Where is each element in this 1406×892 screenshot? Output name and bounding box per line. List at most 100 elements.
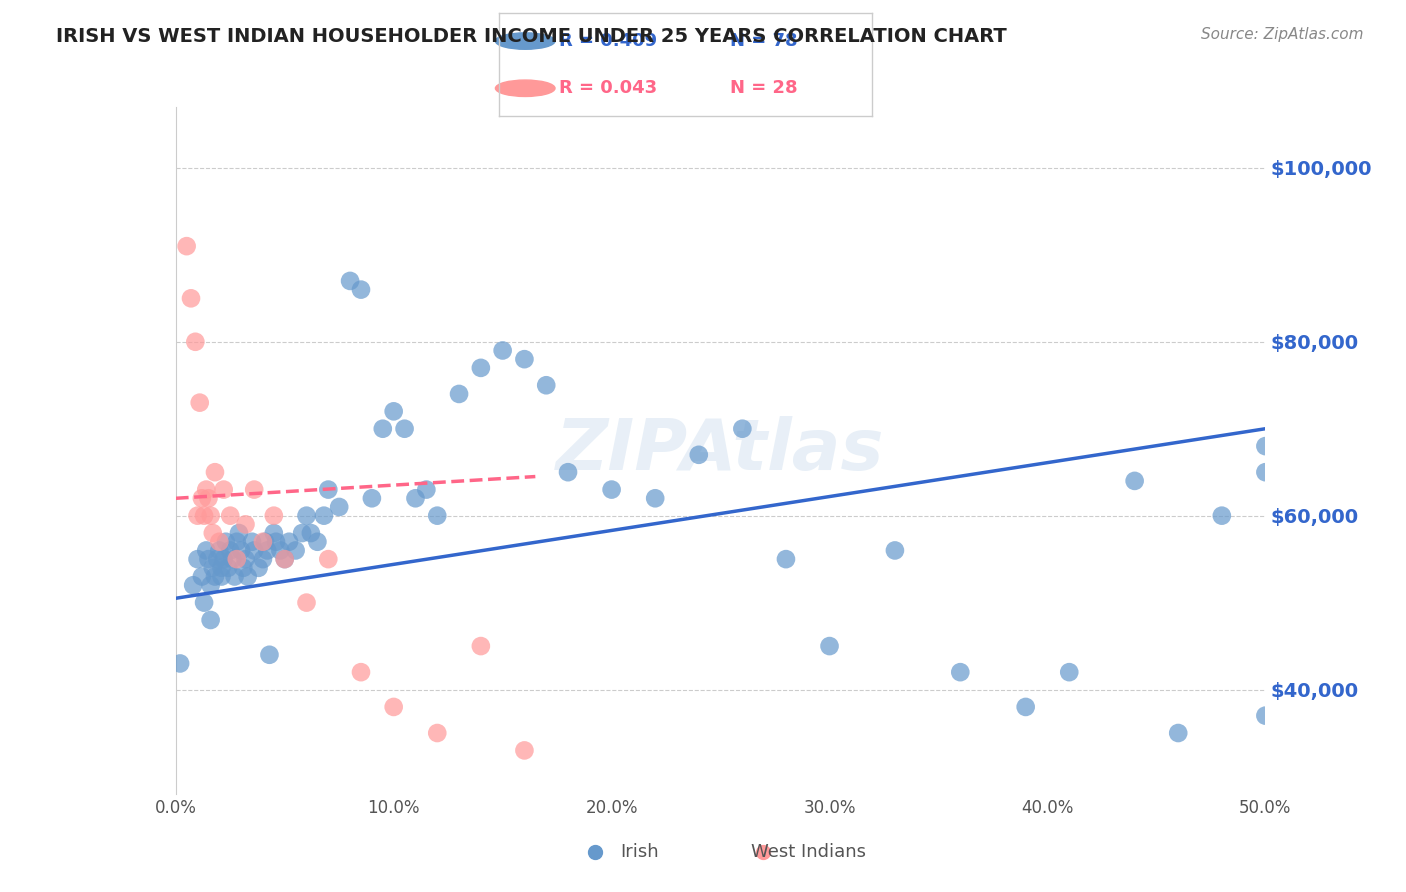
Point [583, 845, 606, 859]
Point [221, 552, 243, 566]
Point [195, 483, 218, 497]
Point [176, 239, 198, 253]
Point [235, 517, 257, 532]
Point [470, 639, 492, 653]
Point [217, 561, 239, 575]
Point [169, 657, 191, 671]
Point [731, 422, 754, 436]
Point [688, 448, 710, 462]
Point [201, 526, 224, 541]
Point [231, 543, 253, 558]
Point [405, 491, 427, 506]
Point [307, 534, 329, 549]
Point [191, 491, 214, 506]
Point [180, 291, 202, 305]
Point [557, 465, 579, 479]
Point [193, 596, 215, 610]
Text: N = 78: N = 78 [730, 32, 797, 50]
Point [204, 465, 226, 479]
Point [197, 552, 219, 566]
Point [200, 508, 222, 523]
Point [197, 491, 219, 506]
Point [339, 274, 361, 288]
Point [318, 552, 340, 566]
Point [225, 552, 247, 566]
Point [200, 578, 222, 592]
Point [200, 613, 222, 627]
Point [426, 726, 449, 740]
Point [752, 845, 775, 859]
Point [274, 552, 297, 566]
Point [259, 648, 281, 662]
Point [254, 534, 277, 549]
Point [360, 491, 382, 506]
Text: IRISH VS WEST INDIAN HOUSEHOLDER INCOME UNDER 25 YEARS CORRELATION CHART: IRISH VS WEST INDIAN HOUSEHOLDER INCOME … [56, 27, 1007, 45]
Point [263, 526, 285, 541]
Point [212, 552, 235, 566]
Point [312, 508, 335, 523]
Point [243, 483, 266, 497]
Point [600, 483, 623, 497]
Text: N = 28: N = 28 [730, 79, 797, 97]
Point [235, 552, 257, 566]
Point [284, 543, 307, 558]
Point [191, 569, 214, 583]
Text: Irish: Irish [620, 843, 659, 861]
Point [219, 543, 242, 558]
Point [219, 508, 242, 523]
Circle shape [495, 80, 555, 96]
Text: Source: ZipAtlas.com: Source: ZipAtlas.com [1201, 27, 1364, 42]
Point [278, 534, 301, 549]
Point [264, 534, 287, 549]
Point [1254, 439, 1277, 453]
Circle shape [495, 33, 555, 49]
Point [291, 526, 314, 541]
Point [534, 378, 557, 392]
Point [252, 534, 274, 549]
Point [382, 700, 405, 714]
Point [243, 543, 266, 558]
Point [415, 483, 437, 497]
Point [513, 743, 536, 757]
Point [211, 561, 233, 575]
Point [256, 543, 278, 558]
Point [188, 395, 211, 409]
Point [426, 508, 449, 523]
Point [447, 387, 470, 401]
Text: R = 0.409: R = 0.409 [558, 32, 657, 50]
Point [181, 578, 204, 592]
Point [1254, 708, 1277, 723]
Point [228, 526, 250, 541]
Point [775, 552, 797, 566]
Point [215, 534, 238, 549]
Point [193, 508, 215, 523]
Point [263, 508, 285, 523]
Point [1167, 726, 1189, 740]
Point [247, 561, 270, 575]
Point [492, 343, 515, 358]
Point [382, 404, 405, 418]
Point [274, 552, 297, 566]
Point [299, 526, 322, 541]
Point [1015, 700, 1038, 714]
Point [186, 508, 209, 523]
Point [884, 543, 907, 558]
Point [208, 534, 231, 549]
Point [204, 569, 226, 583]
Point [350, 283, 373, 297]
Point [318, 483, 340, 497]
Point [350, 665, 373, 680]
Point [394, 422, 416, 436]
Point [470, 360, 492, 375]
Point [240, 534, 263, 549]
Point [371, 422, 394, 436]
Point [186, 552, 209, 566]
Point [513, 352, 536, 367]
Point [1123, 474, 1146, 488]
Point [211, 569, 233, 583]
Point [1254, 465, 1277, 479]
Point [195, 543, 218, 558]
Point [212, 483, 235, 497]
Point [295, 508, 318, 523]
Point [232, 561, 254, 575]
